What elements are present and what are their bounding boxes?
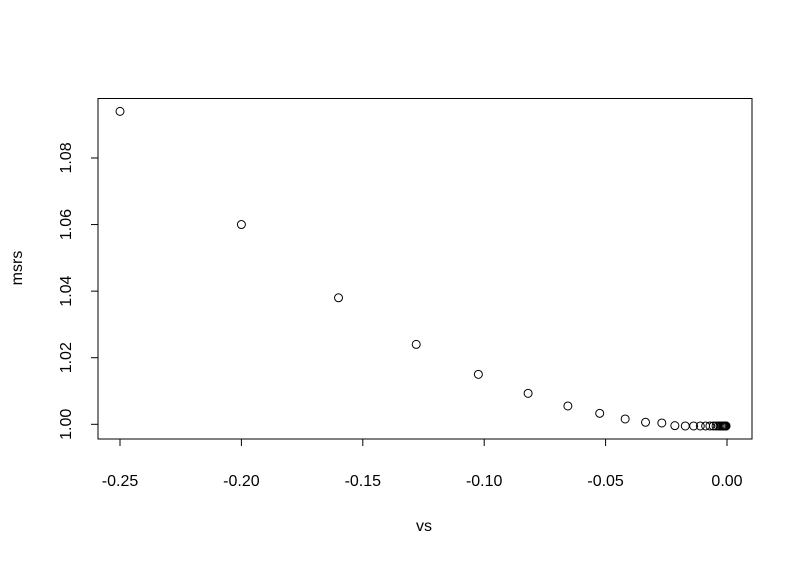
data-point (721, 421, 731, 431)
data-point (473, 369, 483, 379)
y-tick-label: 1.02 (58, 342, 75, 373)
data-point (563, 401, 573, 411)
y-tick-label: 1.06 (58, 209, 75, 240)
data-point (689, 421, 699, 431)
y-tick-label: 1.04 (58, 275, 75, 306)
data-point (334, 293, 344, 303)
data-point (523, 388, 533, 398)
data-point (641, 417, 651, 427)
y-tick-label: 1.08 (58, 142, 75, 173)
x-tick-label: -0.10 (466, 473, 503, 490)
x-tick-label: -0.20 (223, 473, 260, 490)
x-tick-label: 0.00 (711, 473, 742, 490)
data-point (670, 421, 680, 431)
data-point (411, 339, 421, 349)
x-axis: -0.25 -0.20 -0.15 -0.10 -0.05 0.00 (102, 438, 743, 490)
x-tick-label: -0.25 (102, 473, 139, 490)
y-axis: 1.00 1.02 1.04 1.06 1.08 (58, 142, 99, 440)
data-point (595, 408, 605, 418)
data-point (657, 418, 667, 428)
data-point (680, 421, 690, 431)
plot-box (97, 98, 753, 440)
data-point (620, 414, 630, 424)
data-point (115, 106, 125, 116)
x-tick-label: -0.05 (587, 473, 624, 490)
y-axis-label: msrs (9, 251, 26, 286)
x-tick-label: -0.15 (345, 473, 382, 490)
y-tick-label: 1.00 (58, 409, 75, 440)
points (115, 106, 731, 431)
data-point (695, 421, 705, 431)
x-axis-label: vs (416, 518, 432, 535)
data-point (236, 220, 246, 230)
